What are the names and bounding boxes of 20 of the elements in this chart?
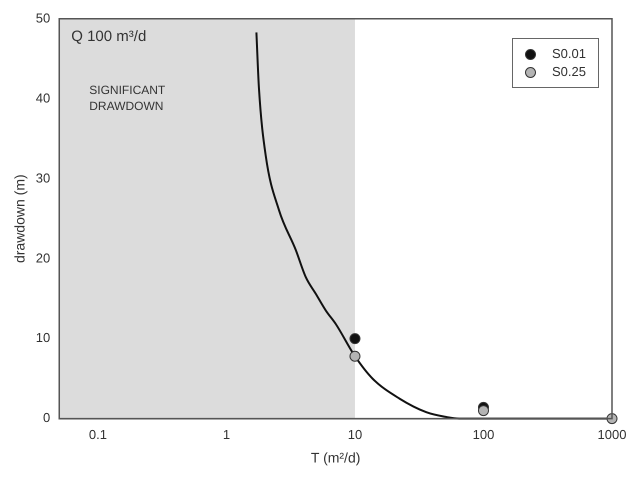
x-tick-label: 10 [348, 426, 362, 442]
point [478, 405, 489, 416]
y-tick-label: 50 [36, 10, 50, 26]
x-tick-label: 0.1 [88, 426, 107, 442]
y-tick-label: 10 [36, 330, 50, 346]
y-tick-label: 30 [36, 170, 50, 186]
legend-label: S0.01 [552, 45, 586, 63]
x-tick-label: 1000 [598, 426, 626, 442]
annotation: SIGNIFICANT DRAWDOWN [89, 82, 166, 113]
x-tick-label: 1 [222, 426, 230, 442]
legend-label: S0.25 [552, 63, 586, 81]
x-axis-title: T (m²/d) [310, 449, 360, 466]
y-tick-label: 0 [43, 410, 50, 426]
y-tick-label: 40 [36, 90, 50, 106]
point [349, 350, 360, 362]
y-axis-title: drawdown (m) [11, 174, 28, 264]
y-tick-label: 20 [36, 250, 50, 266]
annotation: Q 100 m³/d [71, 28, 146, 45]
x-tick-label: 100 [472, 426, 494, 442]
point [349, 333, 360, 344]
